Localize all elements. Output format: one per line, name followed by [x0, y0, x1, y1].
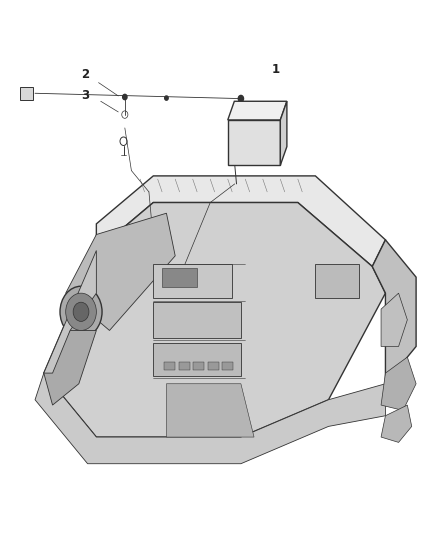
Circle shape: [224, 313, 236, 328]
Polygon shape: [381, 357, 416, 410]
Circle shape: [203, 274, 213, 287]
Circle shape: [238, 95, 244, 102]
Circle shape: [73, 302, 89, 321]
Polygon shape: [96, 176, 385, 266]
Polygon shape: [35, 373, 385, 464]
FancyBboxPatch shape: [153, 343, 241, 376]
Polygon shape: [372, 240, 416, 384]
Circle shape: [123, 94, 127, 100]
Polygon shape: [166, 384, 254, 437]
Polygon shape: [381, 293, 407, 346]
FancyBboxPatch shape: [164, 362, 175, 370]
Circle shape: [66, 293, 96, 330]
Polygon shape: [66, 213, 175, 330]
Circle shape: [91, 239, 124, 280]
Polygon shape: [280, 101, 287, 165]
FancyBboxPatch shape: [228, 120, 280, 165]
FancyBboxPatch shape: [315, 264, 359, 298]
FancyBboxPatch shape: [222, 362, 233, 370]
Text: 1: 1: [272, 63, 280, 76]
Circle shape: [208, 313, 221, 328]
FancyBboxPatch shape: [153, 302, 241, 338]
Circle shape: [176, 313, 188, 328]
Circle shape: [128, 236, 148, 260]
FancyBboxPatch shape: [153, 264, 232, 298]
FancyBboxPatch shape: [162, 268, 197, 287]
Circle shape: [215, 276, 223, 286]
Polygon shape: [44, 251, 96, 373]
Polygon shape: [44, 330, 96, 405]
Circle shape: [165, 96, 168, 100]
Text: 3: 3: [81, 90, 89, 102]
Circle shape: [148, 236, 163, 255]
FancyBboxPatch shape: [193, 362, 204, 370]
Circle shape: [158, 313, 170, 328]
Polygon shape: [381, 405, 412, 442]
Polygon shape: [44, 203, 385, 437]
Polygon shape: [228, 101, 287, 120]
Text: 2: 2: [81, 68, 89, 81]
FancyBboxPatch shape: [179, 362, 190, 370]
FancyBboxPatch shape: [20, 87, 33, 100]
Circle shape: [192, 313, 204, 328]
FancyBboxPatch shape: [208, 362, 219, 370]
Circle shape: [113, 271, 127, 288]
Circle shape: [60, 286, 102, 337]
